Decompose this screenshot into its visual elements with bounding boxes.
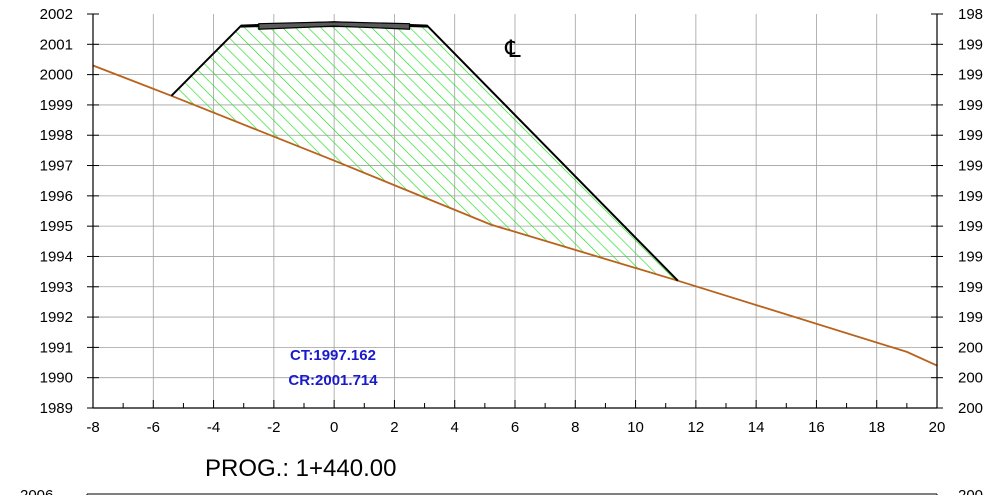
next-section-partial: 2006 200	[20, 487, 983, 495]
y-tick-label-left: 1999	[40, 97, 73, 114]
x-tick-label: -6	[147, 419, 160, 436]
y-tick-label-left: 2000	[40, 67, 73, 84]
next-section-left-label: 2006	[20, 487, 53, 495]
cr-annotation: CR:2001.714	[288, 372, 378, 389]
x-tick-label: 10	[627, 419, 644, 436]
next-section-right-label: 200	[958, 487, 983, 495]
y-tick-label-right: 199	[958, 97, 983, 114]
y-tick-label-left: 1997	[40, 158, 73, 175]
y-tick-label-left: 1991	[40, 339, 73, 356]
x-tick-label: 20	[929, 419, 946, 436]
y-tick-label-left: 1993	[40, 279, 73, 296]
fill-hatch-area	[171, 26, 678, 281]
y-tick-label-right: 199	[958, 36, 983, 53]
y-tick-label-right: 198	[958, 6, 983, 23]
y-tick-label-right: 200	[958, 339, 983, 356]
centerline-label: ℄	[504, 35, 521, 63]
x-tick-label: 8	[571, 419, 579, 436]
y-tick-label-left: 1990	[40, 370, 73, 387]
y-tick-label-left: 1995	[40, 218, 73, 235]
y-tick-label-right: 199	[958, 309, 983, 326]
y-tick-label-left: 1998	[40, 127, 73, 144]
fill-area	[171, 26, 678, 281]
y-tick-label-right: 200	[958, 400, 983, 417]
y-tick-label-right: 199	[958, 67, 983, 84]
y-tick-label-right: 199	[958, 248, 983, 265]
y-tick-label-right: 199	[958, 218, 983, 235]
y-tick-label-left: 1994	[40, 248, 73, 265]
y-tick-label-right: 200	[958, 370, 983, 387]
profile-lines	[92, 21, 938, 367]
x-tick-label: -4	[207, 419, 220, 436]
x-tick-label: -2	[267, 419, 280, 436]
y-tick-label-right: 199	[958, 279, 983, 296]
x-tick-label: 16	[808, 419, 825, 436]
y-tick-label-left: 2002	[40, 6, 73, 23]
pavement-layer	[258, 21, 411, 30]
y-tick-label-right: 199	[958, 127, 983, 144]
y-tick-label-left: 1996	[40, 188, 73, 205]
ct-annotation: CT:1997.162	[290, 347, 376, 364]
y-tick-label-left: 1989	[40, 400, 73, 417]
x-tick-label: -8	[86, 419, 99, 436]
y-tick-label-left: 2001	[40, 36, 73, 53]
y-tick-label-right: 199	[958, 158, 983, 175]
section-title: PROG.: 1+440.00	[205, 455, 396, 482]
x-tick-label: 4	[451, 419, 459, 436]
x-tick-label: 12	[688, 419, 705, 436]
x-tick-label: 14	[748, 419, 765, 436]
x-tick-label: 2	[390, 419, 398, 436]
x-tick-label: 6	[511, 419, 519, 436]
y-tick-label-left: 1992	[40, 309, 73, 326]
y-tick-label-right: 199	[958, 188, 983, 205]
x-tick-label: 18	[868, 419, 885, 436]
x-tick-label: 0	[330, 419, 338, 436]
